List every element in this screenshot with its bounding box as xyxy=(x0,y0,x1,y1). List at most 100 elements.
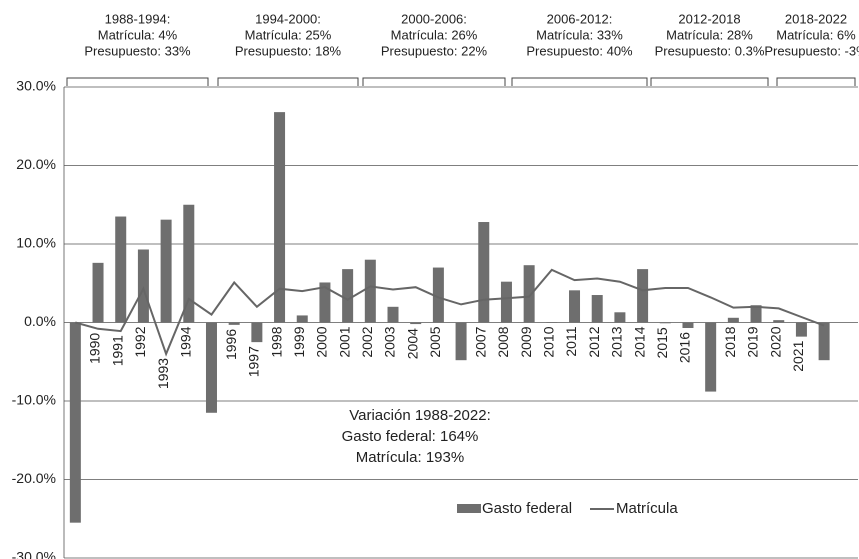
y-tick-label: -10.0% xyxy=(12,392,56,408)
period-label: Presupuesto: -3% xyxy=(764,43,859,58)
period-bracket xyxy=(217,77,359,86)
bar xyxy=(160,219,172,323)
period-bracket xyxy=(362,77,506,86)
x-tick-label: 2020 xyxy=(767,326,783,357)
bar xyxy=(523,265,535,323)
bar xyxy=(614,312,626,323)
period-label: Presupuesto: 33% xyxy=(84,43,191,58)
period-label: Matrícula: 28% xyxy=(666,27,753,42)
x-tick-label: 2011 xyxy=(563,326,579,356)
bar xyxy=(387,306,399,323)
bar xyxy=(546,322,558,323)
x-tick-label: 1994 xyxy=(177,326,193,357)
period-label: 2018-2022 xyxy=(785,11,847,26)
y-tick-label: 30.0% xyxy=(16,78,56,94)
bar xyxy=(569,290,581,323)
y-tick-label: 20.0% xyxy=(16,156,56,172)
bar xyxy=(228,322,240,325)
period-bracket xyxy=(650,77,769,86)
x-tick-label: 2010 xyxy=(541,326,557,357)
bar xyxy=(364,259,376,323)
x-tick-label: 1990 xyxy=(87,333,103,364)
x-tick-label: 2003 xyxy=(382,326,398,357)
x-tick-label: 1998 xyxy=(268,326,284,357)
period-label: Matrícula: 33% xyxy=(536,27,623,42)
bar xyxy=(342,269,354,323)
bar xyxy=(773,320,785,323)
x-tick-label: 1992 xyxy=(132,326,148,357)
bar xyxy=(591,295,603,323)
bar xyxy=(69,322,81,523)
period-label: 2012-2018 xyxy=(678,11,740,26)
annotation: Gasto federal: 164% xyxy=(342,428,479,445)
bar xyxy=(205,322,217,413)
x-tick-label: 1997 xyxy=(246,346,262,377)
period-label: 2006-2012: xyxy=(547,11,613,26)
bar xyxy=(455,322,467,361)
period-label: Matrícula: 6% xyxy=(776,27,856,42)
bar xyxy=(92,262,104,323)
bar xyxy=(705,322,717,392)
bar xyxy=(659,322,671,324)
x-tick-label: 2008 xyxy=(495,326,511,357)
line xyxy=(75,268,825,357)
x-tick-label: 2019 xyxy=(745,326,761,357)
x-tick-label: 2001 xyxy=(336,326,352,357)
y-tick-label: 0.0% xyxy=(24,313,56,329)
bar xyxy=(637,269,649,323)
legend-label: Gasto federal xyxy=(482,500,572,517)
bar xyxy=(795,322,807,337)
bar xyxy=(682,322,694,328)
bar xyxy=(432,267,444,323)
period-label: Presupuesto: 40% xyxy=(526,43,633,58)
x-tick-label: 1991 xyxy=(109,335,125,366)
y-tick-label: -30.0% xyxy=(12,549,56,559)
legend-swatch xyxy=(457,504,481,513)
bar xyxy=(183,204,195,323)
x-tick-label: 2015 xyxy=(654,327,670,358)
annotation: Matrícula: 193% xyxy=(356,449,464,466)
period-label: Presupuesto: 0.3% xyxy=(655,43,765,58)
period-label: Matrícula: 26% xyxy=(391,27,478,42)
period-label: 1988-1994: xyxy=(105,11,171,26)
x-tick-label: 2002 xyxy=(359,326,375,357)
period-bracket xyxy=(66,77,209,86)
bar xyxy=(478,222,490,323)
bar xyxy=(274,112,286,323)
annotation: Variación 1988-2022: xyxy=(349,407,491,424)
x-tick-label: 2013 xyxy=(609,326,625,357)
bar xyxy=(319,282,331,323)
x-tick-label: 2000 xyxy=(314,326,330,357)
x-tick-label: 2016 xyxy=(677,332,693,363)
x-tick-label: 2012 xyxy=(586,326,602,357)
y-tick-label: 10.0% xyxy=(16,235,56,251)
x-tick-label: 2004 xyxy=(404,328,420,359)
period-label: Presupuesto: 22% xyxy=(381,43,488,58)
x-tick-label: 2014 xyxy=(631,326,647,357)
bar xyxy=(410,322,422,325)
period-bracket xyxy=(511,77,648,86)
bar xyxy=(818,322,830,361)
x-tick-label: 2018 xyxy=(722,326,738,357)
period-label: Matrícula: 25% xyxy=(245,27,332,42)
y-tick-label: -20.0% xyxy=(12,470,56,486)
x-tick-label: 2007 xyxy=(472,326,488,357)
bar xyxy=(500,281,512,323)
bar xyxy=(137,249,149,323)
bar xyxy=(727,317,739,323)
period-label: 2000-2006: xyxy=(401,11,467,26)
period-label: Presupuesto: 18% xyxy=(235,43,342,58)
legend-label: Matrícula xyxy=(616,500,678,517)
x-tick-label: 1996 xyxy=(223,329,239,360)
bar xyxy=(750,305,762,323)
x-tick-label: 2005 xyxy=(427,326,443,357)
bar xyxy=(251,322,263,343)
bar xyxy=(115,216,127,323)
x-tick-label: 1993 xyxy=(155,358,171,389)
x-tick-label: 1999 xyxy=(291,326,307,357)
x-tick-label: 2009 xyxy=(518,326,534,357)
x-tick-label: 2021 xyxy=(790,340,806,371)
period-label: Matrícula: 4% xyxy=(98,27,178,42)
bar xyxy=(296,315,308,323)
